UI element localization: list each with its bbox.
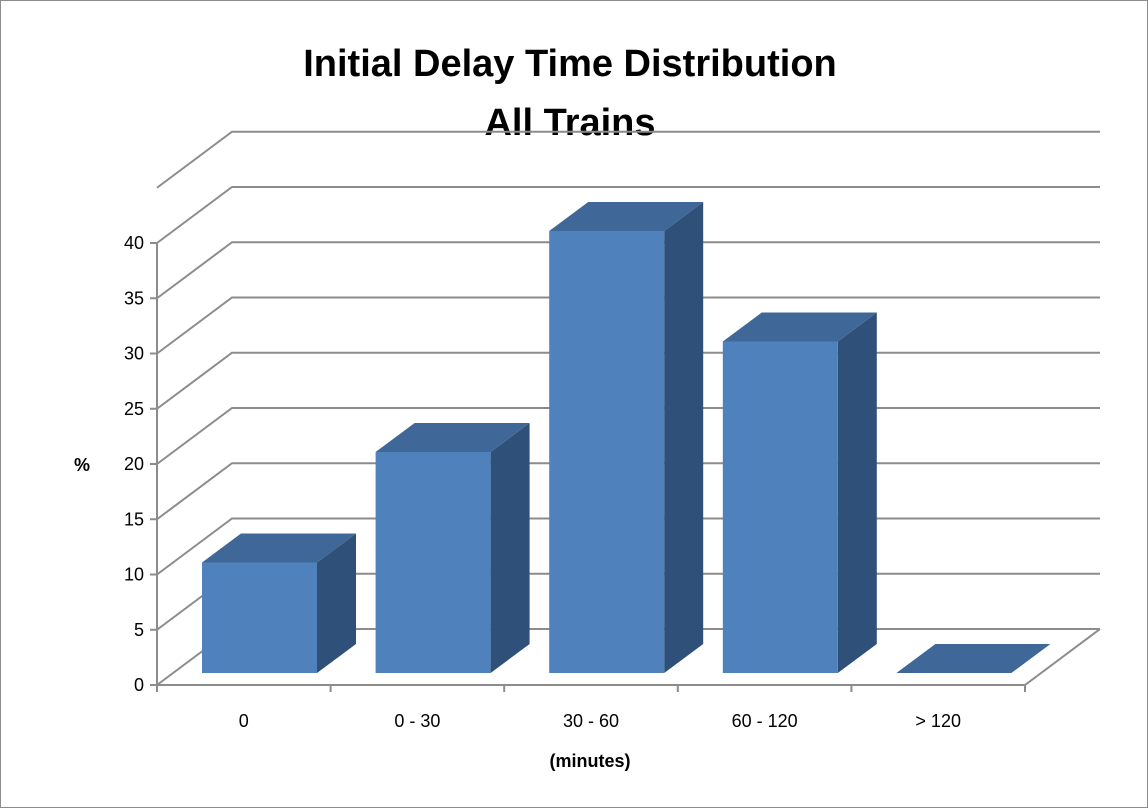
y-tick-label: 40 (124, 233, 144, 253)
x-tick-label: 30 - 60 (563, 711, 619, 731)
bar-side (317, 533, 356, 673)
y-tick-label: 5 (134, 620, 144, 640)
bar-side (664, 202, 704, 673)
y-tick-label: 25 (124, 399, 144, 419)
bar-top (549, 202, 704, 231)
bar-side (837, 312, 877, 673)
bar-top (202, 533, 356, 563)
chart-subtitle: All Trains (484, 102, 655, 144)
x-tick-label: 60 - 120 (732, 711, 798, 731)
y-tick-label: 15 (124, 509, 144, 529)
y-tick-labels: 0 5 10 15 20 25 30 35 40 (124, 233, 144, 695)
chart-title: Initial Delay Time Distribution (303, 43, 837, 85)
grid-line (156, 296, 1100, 355)
grid-line (156, 241, 1100, 300)
bar-top (375, 423, 530, 452)
x-tick-label: 0 - 30 (394, 711, 440, 731)
bar (375, 423, 530, 673)
bar-side (490, 423, 530, 673)
y-tick-label: 0 (134, 675, 144, 695)
y-tick-label: 10 (124, 565, 144, 585)
y-axis-label: % (74, 455, 90, 475)
bar-front (549, 231, 665, 673)
x-tick-labels: 0 0 - 30 30 - 60 60 - 120 > 120 (239, 711, 961, 731)
axes (150, 242, 1101, 692)
bars (202, 202, 1051, 673)
bar (722, 312, 877, 673)
bar-top (722, 312, 877, 342)
bar (202, 533, 356, 673)
y-tick-label: 30 (124, 344, 144, 364)
grid-line (156, 130, 1100, 189)
y-tick-label: 35 (124, 288, 144, 308)
x-tick-label: 0 (239, 711, 249, 731)
x-tick-label: > 120 (915, 711, 961, 731)
bar-top (896, 644, 1051, 673)
grid-line (156, 186, 1100, 244)
bar-front (722, 341, 838, 673)
y-tick-label: 20 (124, 454, 144, 474)
bar (896, 644, 1051, 673)
bar-front (202, 562, 317, 673)
x-axis-label: (minutes) (550, 751, 631, 771)
bar (549, 202, 704, 673)
bar-front (375, 452, 491, 673)
